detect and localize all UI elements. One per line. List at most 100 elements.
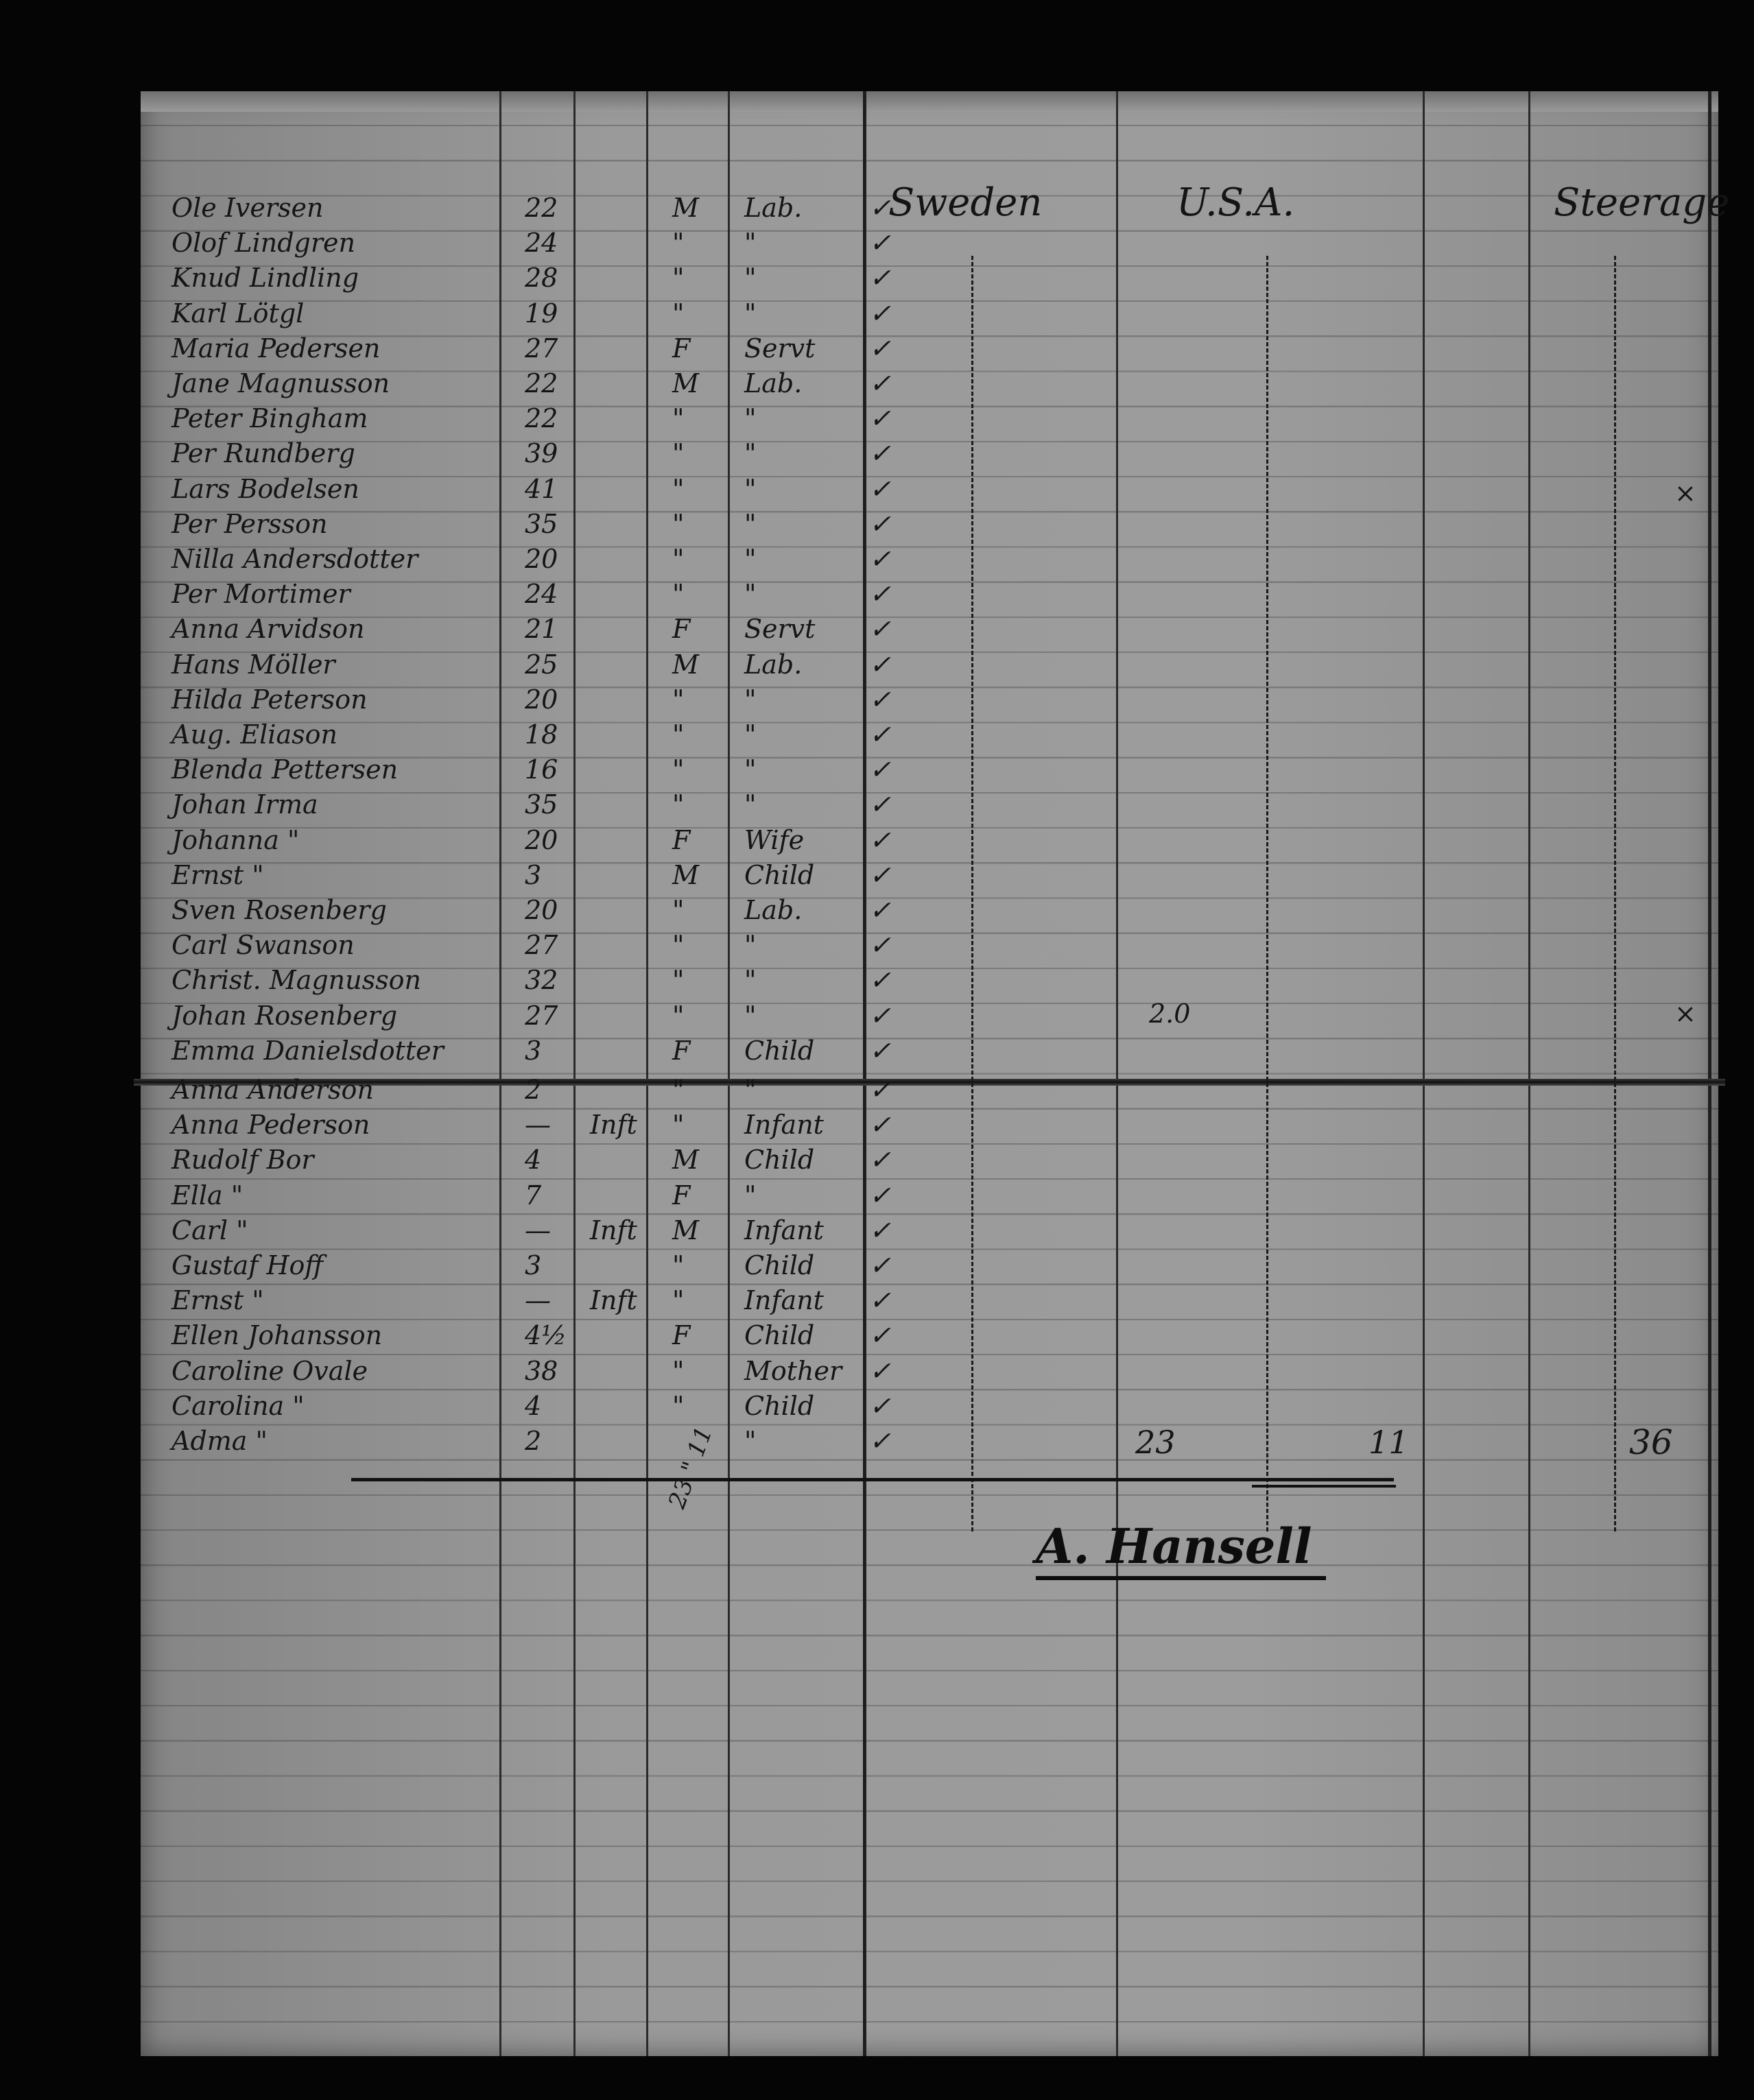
check-mark-icon: ✓ (869, 263, 891, 294)
manifest-page: Sweden U.S.A. Steerage Ole Iversen 22 M Lab… (134, 91, 1729, 2056)
passenger-occupation: Infant (744, 1215, 824, 1245)
passenger-age: 35 (525, 789, 558, 820)
passenger-sex: " (672, 684, 685, 715)
passenger-age: 21 (525, 614, 558, 645)
passenger-name: Maria Pedersen (171, 333, 381, 363)
passenger-occupation: " (744, 1075, 757, 1105)
passenger-age: 27 (525, 1000, 558, 1031)
passenger-name: Aug. Eliason (171, 719, 337, 750)
steerage-total: 36 (1629, 1422, 1673, 1462)
passenger-age: — (525, 1110, 551, 1141)
passenger-sex: " (672, 1285, 685, 1316)
check-mark-icon: ✓ (869, 1075, 891, 1105)
passenger-age: 4½ (525, 1320, 567, 1351)
signature: A. Hansell (1036, 1518, 1326, 1580)
passenger-occupation: Lab. (744, 649, 803, 680)
passenger-sex: F (672, 1035, 691, 1066)
passenger-sex: F (672, 1320, 691, 1351)
check-mark-icon: ✓ (869, 754, 891, 785)
passenger-name: Knud Lindling (171, 263, 359, 294)
passenger-occupation: " (744, 508, 757, 539)
check-mark-icon: ✓ (869, 1000, 891, 1031)
passenger-occupation: " (744, 544, 757, 574)
sex-tally: 23 " 11 (663, 1423, 718, 1512)
passenger-name: Per Mortimer (171, 579, 351, 610)
check-mark-icon: ✓ (869, 1426, 891, 1456)
passenger-sex: " (672, 438, 685, 469)
passenger-age: 25 (525, 649, 558, 680)
check-mark-icon: ✓ (869, 1320, 891, 1351)
check-mark-icon: ✓ (869, 965, 891, 996)
passenger-name: Ernst " (171, 1285, 264, 1316)
passenger-name: Blenda Pettersen (171, 754, 399, 785)
passenger-age: 22 (525, 368, 558, 398)
ditto-line-usa (1266, 256, 1268, 1531)
passenger-name: Ella " (171, 1180, 244, 1210)
passenger-sex: M (672, 649, 699, 680)
passenger-age: 18 (525, 719, 558, 750)
passenger-occupation: " (744, 754, 757, 785)
passenger-age: 4 (525, 1145, 542, 1176)
passenger-name: Anna Arvidson (171, 614, 365, 645)
check-mark-icon: ✓ (869, 1145, 891, 1176)
passenger-occupation: " (744, 1180, 757, 1210)
passenger-name: Johan Irma (171, 789, 318, 820)
sweden-total: 23 (1135, 1424, 1176, 1461)
fold-crease (134, 1079, 1725, 1086)
column-divider (1423, 91, 1425, 2056)
passenger-occupation: " (744, 438, 757, 469)
check-mark-icon: ✓ (869, 719, 891, 750)
total-rule (351, 1478, 1394, 1481)
passenger-age: 27 (525, 333, 558, 363)
passenger-age: — (525, 1215, 551, 1245)
passenger-age: 16 (525, 754, 558, 785)
passenger-occupation: Servt (744, 614, 816, 645)
passenger-sex: M (672, 859, 699, 890)
check-mark-icon: ✓ (869, 1110, 891, 1141)
passenger-age: — (525, 1285, 551, 1316)
passenger-sex: " (672, 1390, 685, 1421)
column-divider (863, 91, 866, 2056)
check-mark-icon: ✓ (869, 895, 891, 925)
total-rule (1252, 1485, 1396, 1488)
passenger-sex: " (672, 403, 685, 434)
check-mark-icon: ✓ (869, 1285, 891, 1316)
passenger-age: 24 (525, 228, 558, 259)
passenger-sex: " (672, 895, 685, 925)
passenger-age: 38 (525, 1355, 558, 1386)
check-mark-icon: ✓ (869, 824, 891, 855)
passenger-age: 3 (525, 1035, 542, 1066)
passenger-occupation: Mother (744, 1355, 842, 1386)
passenger-name: Caroline Ovale (171, 1355, 368, 1386)
passenger-occupation: " (744, 1000, 757, 1031)
passenger-name: Hilda Peterson (171, 684, 368, 715)
check-mark-icon: ✓ (869, 473, 891, 504)
check-mark-icon: ✓ (869, 1180, 891, 1210)
passenger-name: Gustaf Hoff (171, 1250, 324, 1280)
check-mark-icon: ✓ (869, 403, 891, 434)
ditto-line-sweden (971, 256, 973, 1531)
column-divider (1528, 91, 1530, 2056)
passenger-occupation: " (744, 789, 757, 820)
passenger-occupation: Lab. (744, 368, 803, 398)
check-mark-icon: ✓ (869, 298, 891, 329)
passenger-sex: " (672, 930, 685, 961)
check-mark-icon: ✓ (869, 228, 891, 259)
cross-mark: × (1674, 999, 1696, 1029)
passenger-occupation: Child (744, 1250, 815, 1280)
passenger-sex: M (672, 368, 699, 398)
column-divider (1708, 91, 1711, 2056)
check-mark-icon: ✓ (869, 859, 891, 890)
check-mark-icon: ✓ (869, 1215, 891, 1245)
check-mark-icon: ✓ (869, 684, 891, 715)
passenger-occupation: " (744, 579, 757, 610)
infant-marker: Inft (590, 1110, 637, 1141)
passenger-name: Carl " (171, 1215, 248, 1245)
check-mark-icon: ✓ (869, 1035, 891, 1066)
passenger-age: 3 (525, 859, 542, 890)
passenger-name: Nilla Andersdotter (171, 544, 418, 574)
passenger-sex: " (672, 263, 685, 294)
check-mark-icon: ✓ (869, 508, 891, 539)
passenger-sex: " (672, 1110, 685, 1141)
passenger-age: 22 (525, 403, 558, 434)
